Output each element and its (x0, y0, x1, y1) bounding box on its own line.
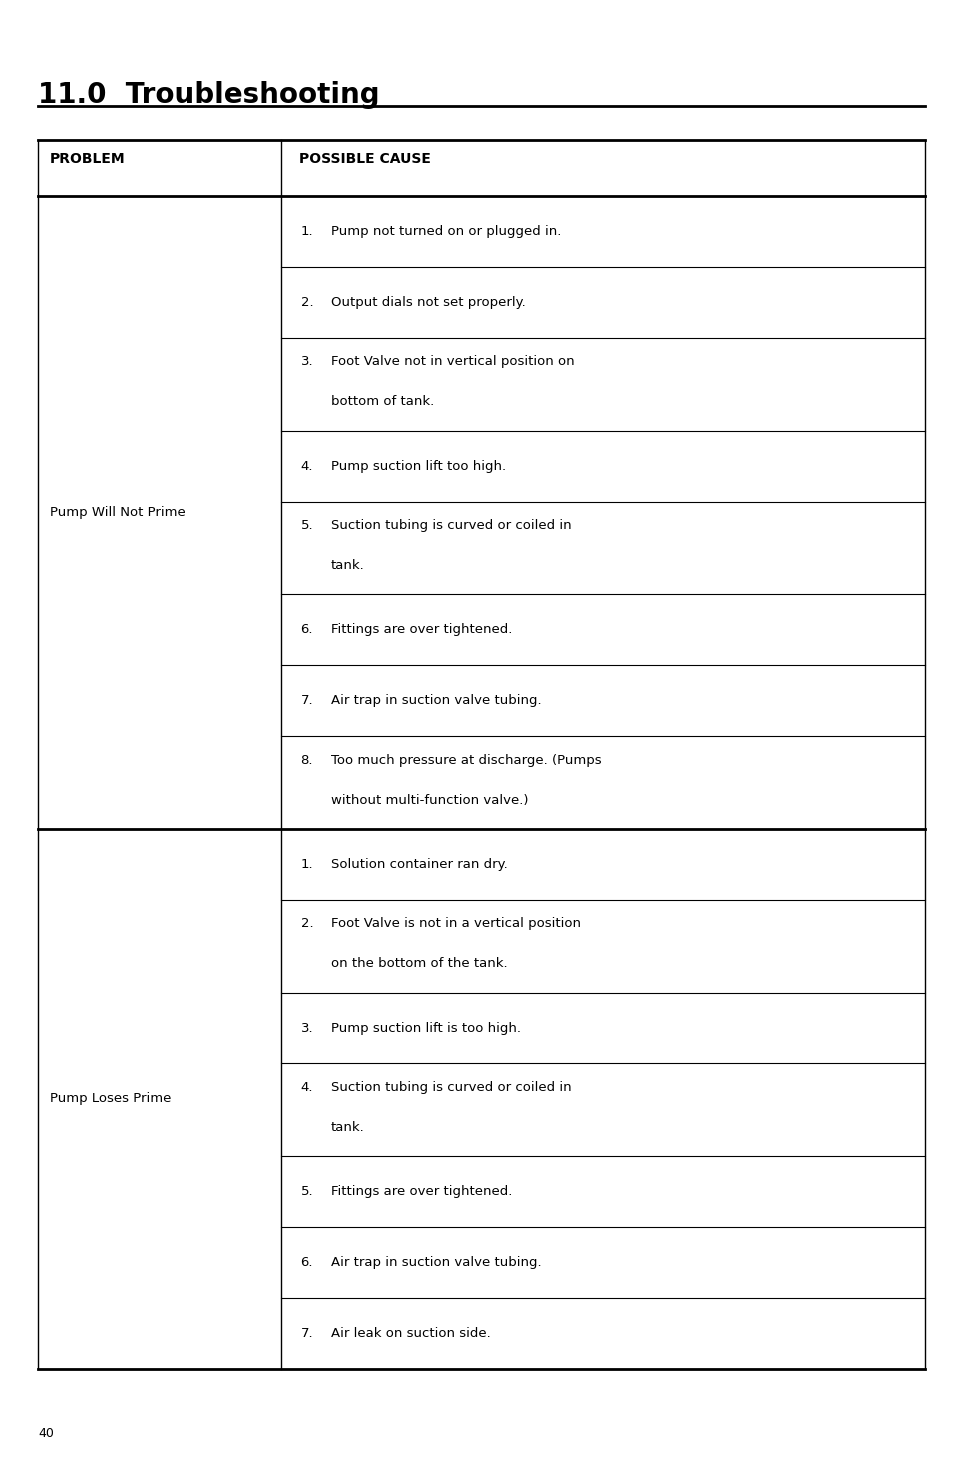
Text: tank.: tank. (331, 1121, 364, 1134)
Text: 7.: 7. (300, 1328, 313, 1339)
Text: 4.: 4. (300, 460, 313, 472)
Text: Fittings are over tightened.: Fittings are over tightened. (331, 1186, 512, 1198)
Text: on the bottom of the tank.: on the bottom of the tank. (331, 957, 507, 971)
Text: 3.: 3. (300, 1022, 313, 1034)
Text: Solution container ran dry.: Solution container ran dry. (331, 858, 507, 870)
Text: Air trap in suction valve tubing.: Air trap in suction valve tubing. (331, 1257, 541, 1268)
Text: Air leak on suction side.: Air leak on suction side. (331, 1328, 490, 1339)
Text: tank.: tank. (331, 559, 364, 572)
Text: Pump suction lift too high.: Pump suction lift too high. (331, 460, 506, 472)
Text: Foot Valve not in vertical position on: Foot Valve not in vertical position on (331, 355, 574, 369)
Text: Air trap in suction valve tubing.: Air trap in suction valve tubing. (331, 695, 541, 707)
Text: 11.0  Troubleshooting: 11.0 Troubleshooting (38, 81, 379, 109)
Text: Too much pressure at discharge. (Pumps: Too much pressure at discharge. (Pumps (331, 754, 601, 767)
Text: Pump not turned on or plugged in.: Pump not turned on or plugged in. (331, 226, 560, 237)
Text: 40: 40 (38, 1428, 54, 1440)
Text: Pump Will Not Prime: Pump Will Not Prime (50, 506, 185, 519)
Text: Fittings are over tightened.: Fittings are over tightened. (331, 624, 512, 636)
Text: Output dials not set properly.: Output dials not set properly. (331, 296, 525, 308)
Text: Suction tubing is curved or coiled in: Suction tubing is curved or coiled in (331, 1081, 571, 1094)
Text: without multi-function valve.): without multi-function valve.) (331, 794, 528, 807)
Text: PROBLEM: PROBLEM (50, 152, 125, 165)
Text: POSSIBLE CAUSE: POSSIBLE CAUSE (298, 152, 430, 165)
Text: 5.: 5. (300, 519, 313, 532)
Text: 4.: 4. (300, 1081, 313, 1094)
Text: 1.: 1. (300, 226, 313, 237)
Text: 7.: 7. (300, 695, 313, 707)
Text: bottom of tank.: bottom of tank. (331, 395, 434, 409)
Text: 2.: 2. (300, 917, 313, 931)
Text: 3.: 3. (300, 355, 313, 369)
Text: 6.: 6. (300, 1257, 313, 1268)
Text: Foot Valve is not in a vertical position: Foot Valve is not in a vertical position (331, 917, 580, 931)
Text: Pump Loses Prime: Pump Loses Prime (50, 1093, 171, 1105)
Text: 5.: 5. (300, 1186, 313, 1198)
Text: 8.: 8. (300, 754, 313, 767)
Text: 1.: 1. (300, 858, 313, 870)
Text: 6.: 6. (300, 624, 313, 636)
Text: Suction tubing is curved or coiled in: Suction tubing is curved or coiled in (331, 519, 571, 532)
Text: 2.: 2. (300, 296, 313, 308)
Text: Pump suction lift is too high.: Pump suction lift is too high. (331, 1022, 520, 1034)
